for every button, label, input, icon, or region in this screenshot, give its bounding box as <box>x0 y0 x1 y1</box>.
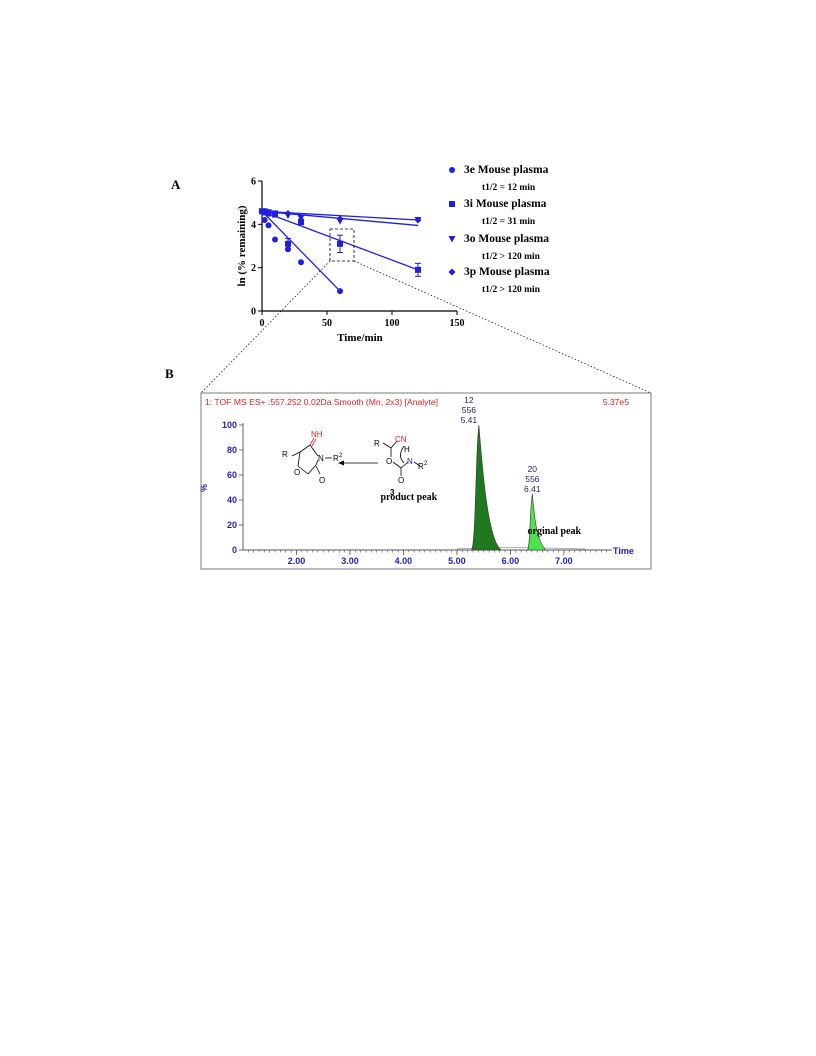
peak-annotation: 20 <box>528 464 538 474</box>
x-axis-label-b: Time <box>613 546 634 556</box>
x-tick-label-b: 6.00 <box>502 556 520 566</box>
compound-number: 3 <box>390 488 395 497</box>
chromatogram: 1: TOF MS ES+ :557.252 0.02Da Smooth (Mn… <box>199 392 652 570</box>
reactant-h-label: H <box>404 445 410 454</box>
y-tick-label: 0 <box>251 307 256 318</box>
product-r-label: R <box>282 450 288 459</box>
x-tick-label-b: 4.00 <box>395 556 413 566</box>
peak-annotation: 12 <box>464 395 474 405</box>
x-tick-label: 150 <box>450 318 465 329</box>
point-triangle <box>448 236 456 243</box>
chromatogram-header: 1: TOF MS ES+ :557.252 0.02Da Smooth (Mn… <box>205 397 438 407</box>
peak-product <box>470 424 503 551</box>
legend-name: 3e Mouse plasma <box>464 164 549 176</box>
y-tick-label: 6 <box>251 177 256 188</box>
point-square <box>415 266 421 273</box>
axes-a: 0 50 100 150 0 2 4 6 <box>251 177 465 330</box>
point-diamond <box>414 216 422 224</box>
peak-label: product peak <box>380 492 437 503</box>
axes-b: 2.00 3.00 4.00 5.00 6.00 7.00 0 20 40 60 80 100 <box>222 420 612 566</box>
reactant-structure <box>382 440 421 476</box>
legend-name: 3i Mouse plasma <box>464 198 547 210</box>
fit-line <box>261 210 341 292</box>
point-square <box>337 240 343 247</box>
point-circle <box>298 259 304 266</box>
peak-annotation: 6.41 <box>524 484 541 494</box>
legend-half-life: t1/2 = 31 min <box>482 217 536 227</box>
x-tick-label-b: 5.00 <box>448 556 466 566</box>
reactant-o2-label: O <box>398 476 404 485</box>
y-tick-label-b: 80 <box>227 445 237 455</box>
product-structure <box>291 437 332 475</box>
y-tick-label-b: 60 <box>227 470 237 480</box>
reactant-r2-label: R <box>418 462 424 471</box>
x-tick-label: 100 <box>385 318 400 329</box>
point-diamond <box>336 215 344 223</box>
reactant-r2-sup: 2 <box>424 461 428 467</box>
point-diamond <box>265 208 272 216</box>
peak-annotation: 556 <box>462 405 476 415</box>
y-tick-label: 4 <box>251 220 256 231</box>
reactant-n-label: N <box>407 457 413 466</box>
y-tick-label-b: 100 <box>222 420 237 430</box>
product-o-label: O <box>294 468 300 477</box>
peak-annotation: 556 <box>525 474 539 484</box>
x-tick-label: 50 <box>322 318 332 329</box>
peak-label: orginal peak <box>528 526 582 537</box>
legend-half-life: t1/2 > 120 min <box>482 285 541 295</box>
reactant-cn-label: CN <box>395 435 407 444</box>
x-axis-label: Time/min <box>337 332 383 344</box>
point-circle <box>272 236 278 243</box>
point-circle <box>261 217 268 223</box>
peak-original <box>526 493 547 551</box>
panel-b-label: B <box>165 366 174 381</box>
x-tick-label-b: 2.00 <box>288 556 306 566</box>
product-n-label: N <box>318 454 324 463</box>
legend: 3e Mouse plasma t1/2 = 12 min 3i Mouse pla… <box>448 164 550 295</box>
product-r2-label: R <box>333 454 339 463</box>
legend-name: 3p Mouse plasma <box>464 266 550 278</box>
peak-annotation: 5.41 <box>461 415 478 425</box>
point-square <box>449 201 455 207</box>
reactant-o-label: O <box>386 457 392 466</box>
point-diamond <box>448 268 456 276</box>
zoom-overlay <box>200 228 652 394</box>
y-tick-label-b: 40 <box>227 495 237 505</box>
y-tick-label: 2 <box>251 263 256 274</box>
x-tick-label: 0 <box>260 318 265 329</box>
point-diamond <box>297 216 305 224</box>
y-axis-label-b: % <box>199 484 209 492</box>
legend-half-life: t1/2 > 120 min <box>482 252 541 262</box>
imine-label: NH <box>311 430 323 439</box>
legend-name: 3o Mouse plasma <box>464 233 549 245</box>
reaction-arrowhead <box>338 460 344 466</box>
y-tick-label-b: 0 <box>232 545 237 555</box>
x-tick-label-b: 7.00 <box>555 556 573 566</box>
zoom-line-left <box>200 260 331 394</box>
zoom-box <box>329 228 355 262</box>
zoom-line-right <box>353 260 652 394</box>
chromatogram-frame <box>200 392 652 570</box>
y-tick-label-b: 20 <box>227 520 237 530</box>
data-points <box>258 207 422 295</box>
intensity-label: 5.37e5 <box>603 397 630 407</box>
baseline-trace <box>456 547 586 550</box>
y-axis-label: ln (% remaining) <box>236 205 248 286</box>
product-r2-sup: 2 <box>339 453 343 459</box>
point-diamond <box>284 210 292 217</box>
point-diamond <box>271 210 279 217</box>
x-tick-label-b: 3.00 <box>341 556 359 566</box>
product-o2-label: O <box>319 476 325 485</box>
panel-a-label: A <box>171 177 181 192</box>
legend-half-life: t1/2 = 12 min <box>482 183 536 193</box>
reactant-r-label: R <box>374 439 380 448</box>
point-circle <box>449 167 455 173</box>
reaction-scheme: NH R N R 2 O O R CN H N O O R 2 3 <box>282 430 428 497</box>
point-circle <box>265 222 272 229</box>
point-square <box>285 240 291 247</box>
point-circle <box>337 288 343 295</box>
